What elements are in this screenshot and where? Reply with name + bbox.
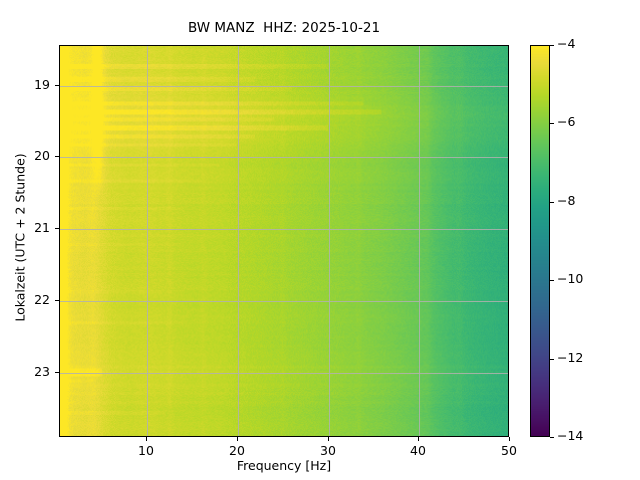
gridline-horizontal xyxy=(60,157,508,158)
x-tick-label: 10 xyxy=(138,443,154,458)
colorbar-tick-mark xyxy=(550,123,554,124)
gridline-vertical xyxy=(238,46,239,436)
colorbar-tick-label: −6 xyxy=(557,114,576,129)
page-title: BW MANZ HHZ: 2025-10-21 xyxy=(187,20,381,36)
y-tick-label: 19 xyxy=(34,77,50,92)
colorbar[interactable] xyxy=(530,45,550,437)
y-axis-label: Lokalzeit (UTC + 2 Stunde) xyxy=(12,153,28,322)
x-tick-label: 50 xyxy=(501,443,517,458)
gridline-vertical xyxy=(147,46,148,436)
colorbar-gradient xyxy=(531,46,549,436)
gridline-horizontal xyxy=(60,301,508,302)
y-tick-label: 21 xyxy=(34,220,50,235)
spectrogram-image xyxy=(60,46,508,436)
colorbar-tick-mark xyxy=(550,202,554,203)
colorbar-tick-label: −12 xyxy=(557,350,584,365)
x-tick-mark xyxy=(328,437,329,441)
y-tick-mark xyxy=(55,300,59,301)
x-axis-label: Frequency [Hz] xyxy=(236,458,332,473)
x-tick-mark xyxy=(146,437,147,441)
gridline-vertical xyxy=(419,46,420,436)
x-tick-mark xyxy=(237,437,238,441)
x-tick-mark xyxy=(509,437,510,441)
gridline-horizontal xyxy=(60,229,508,230)
y-tick-mark xyxy=(55,85,59,86)
y-tick-mark xyxy=(55,228,59,229)
spectrogram-axes[interactable] xyxy=(59,45,509,437)
colorbar-tick-label: −8 xyxy=(557,193,576,208)
colorbar-tick-label: −10 xyxy=(557,271,584,286)
y-tick-label: 20 xyxy=(34,148,50,163)
x-tick-mark xyxy=(418,437,419,441)
gridline-vertical xyxy=(329,46,330,436)
colorbar-tick-mark xyxy=(550,437,554,438)
y-tick-label: 22 xyxy=(34,292,50,307)
colorbar-tick-label: −14 xyxy=(557,428,584,443)
x-tick-label: 30 xyxy=(320,443,336,458)
x-tick-label: 40 xyxy=(410,443,426,458)
y-tick-label: 23 xyxy=(34,364,50,379)
colorbar-tick-mark xyxy=(550,280,554,281)
colorbar-tick-mark xyxy=(550,45,554,46)
gridline-horizontal xyxy=(60,86,508,87)
colorbar-tick-mark xyxy=(550,359,554,360)
colorbar-tick-label: −4 xyxy=(557,36,576,51)
gridline-horizontal xyxy=(60,373,508,374)
y-tick-mark xyxy=(55,156,59,157)
y-tick-mark xyxy=(55,372,59,373)
x-tick-label: 20 xyxy=(229,443,245,458)
